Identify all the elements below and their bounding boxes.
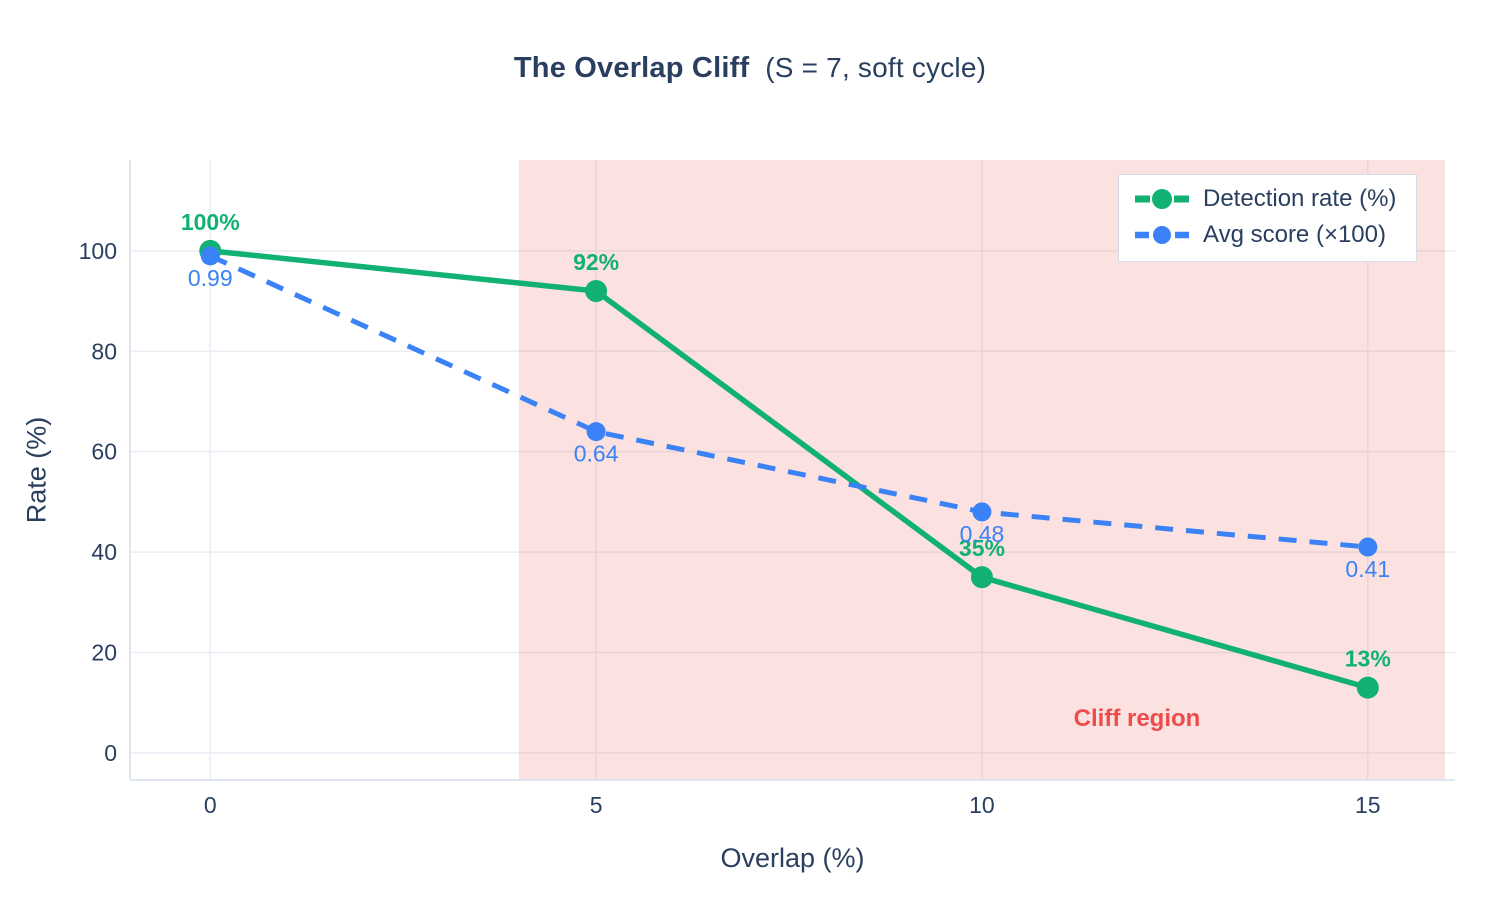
data-point <box>970 566 993 589</box>
chart-title: The Overlap Cliff (S = 7, soft cycle) <box>0 52 1500 85</box>
data-point <box>585 280 608 303</box>
y-tick-label: 0 <box>104 740 117 766</box>
point-label: 0.48 <box>960 521 1005 547</box>
chart-title-subtitle: (S = 7, soft cycle) <box>749 52 987 83</box>
point-label: 35% <box>959 535 1005 561</box>
legend-item-avg-score[interactable]: Avg score (×100) <box>1133 221 1396 249</box>
point-label: 0.64 <box>574 441 619 467</box>
x-tick-label: 5 <box>590 792 603 818</box>
cliff-region-shading <box>518 160 1445 780</box>
chart-title-main: The Overlap Cliff <box>513 52 750 84</box>
series-line-0 <box>209 248 1369 691</box>
series-line-1 <box>209 253 1369 550</box>
x-tick-label: 15 <box>1355 792 1381 818</box>
data-point <box>586 422 606 442</box>
legend-label-detection-rate: Detection rate (%) <box>1203 185 1397 212</box>
legend-item-detection-rate[interactable]: Detection rate (%) <box>1133 185 1396 213</box>
y-tick-label: 100 <box>79 238 117 264</box>
point-label: 100% <box>181 209 240 235</box>
y-tick-label: 20 <box>91 639 117 665</box>
y-axis-title: Rate (%) <box>21 416 52 524</box>
data-point <box>1356 676 1379 699</box>
legend: Detection rate (%) Avg score (×100) <box>1118 174 1418 262</box>
data-point <box>972 502 992 522</box>
data-point <box>200 246 220 266</box>
point-label: 92% <box>573 249 619 275</box>
avg-score-line-marker-icon <box>1135 226 1189 244</box>
x-tick-label: 10 <box>969 792 995 818</box>
cliff-region-label: Cliff region <box>1073 705 1201 732</box>
legend-label-avg-score: Avg score (×100) <box>1203 221 1386 248</box>
x-tick-label: 0 <box>204 792 217 818</box>
detection-rate-line-marker-icon <box>1135 189 1189 209</box>
y-tick-label: 60 <box>91 439 117 465</box>
point-label: 13% <box>1345 646 1391 672</box>
y-tick-label: 40 <box>91 539 117 565</box>
data-point <box>1358 537 1378 557</box>
x-axis-title: Overlap (%) <box>720 843 865 873</box>
y-tick-label: 80 <box>91 338 117 364</box>
point-label: 0.41 <box>1345 556 1390 582</box>
point-label: 0.99 <box>188 265 233 291</box>
